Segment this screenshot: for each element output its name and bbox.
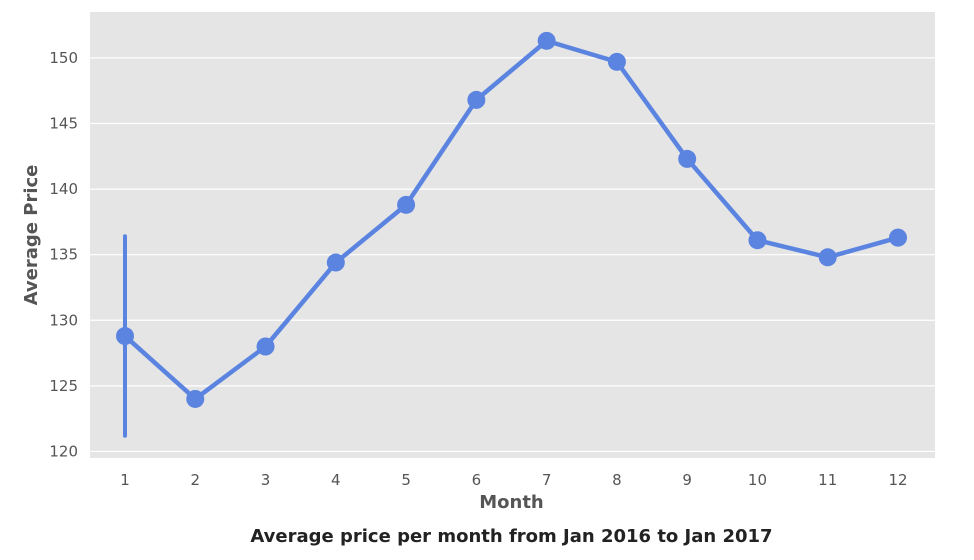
x-tick-labels: 1 2 3 4 5 6 7 8 9 10 11 12 [120, 471, 907, 489]
data-point [748, 231, 767, 250]
data-point [467, 90, 486, 109]
grid-lines [90, 57, 935, 453]
x-tick-label: 3 [261, 471, 271, 489]
x-tick-label: 8 [612, 471, 622, 489]
x-tick-label: 1 [120, 471, 130, 489]
x-tick-label: 2 [190, 471, 200, 489]
y-tick-label: 140 [49, 180, 78, 198]
y-tick-label: 120 [49, 442, 78, 460]
data-point [116, 327, 134, 346]
x-tick-label: 6 [472, 471, 482, 489]
data-point [889, 228, 907, 247]
y-tick-label: 145 [49, 115, 78, 133]
series-line-group [122, 38, 901, 402]
y-tick-label: 125 [49, 377, 78, 395]
data-point [818, 248, 837, 267]
x-tick-label: 7 [542, 471, 552, 489]
x-tick-label: 10 [748, 471, 767, 489]
data-point [678, 149, 697, 168]
data-points [116, 31, 907, 408]
data-point [256, 337, 275, 356]
y-tick-labels: 120 125 130 135 140 145 150 [49, 49, 78, 461]
plot-background [90, 12, 935, 458]
y-axis-title: Average Price [21, 165, 42, 306]
y-tick-label: 130 [49, 311, 78, 329]
chart-title: Average price per month from Jan 2016 to… [250, 526, 772, 547]
x-tick-label: 12 [888, 471, 907, 489]
x-tick-label: 9 [682, 471, 692, 489]
y-tick-label: 135 [49, 246, 78, 264]
data-point [397, 195, 416, 214]
x-tick-label: 11 [818, 471, 837, 489]
x-tick-label: 5 [401, 471, 411, 489]
data-point [326, 253, 345, 272]
data-point [607, 52, 626, 71]
x-tick-label: 4 [331, 471, 341, 489]
series-line [122, 38, 901, 402]
y-tick-label: 150 [49, 49, 78, 67]
x-axis-title: Month [479, 492, 544, 513]
data-point [537, 31, 556, 50]
data-point [186, 389, 205, 408]
